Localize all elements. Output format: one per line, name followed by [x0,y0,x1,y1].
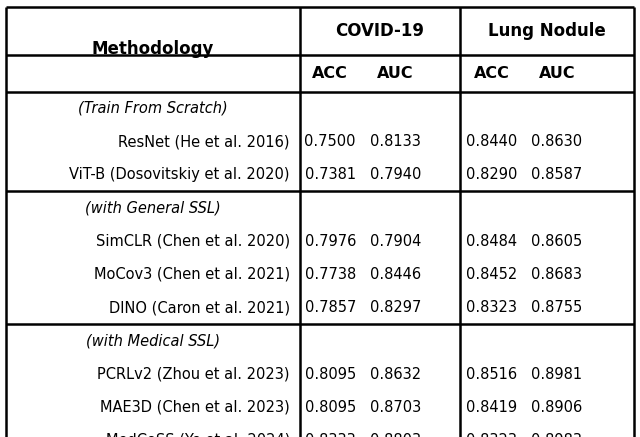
Text: 0.8605: 0.8605 [531,234,582,249]
Text: MedCoSS (Ye et al. 2024): MedCoSS (Ye et al. 2024) [106,433,290,437]
Text: 0.8983: 0.8983 [531,433,582,437]
Text: AUC: AUC [377,66,414,81]
Text: PCRLv2 (Zhou et al. 2023): PCRLv2 (Zhou et al. 2023) [97,367,290,382]
Text: 0.8323: 0.8323 [466,300,517,315]
Text: 0.8587: 0.8587 [531,167,582,182]
Text: 0.8632: 0.8632 [370,367,421,382]
Text: 0.8333: 0.8333 [305,433,356,437]
Text: 0.7976: 0.7976 [305,234,356,249]
Text: ViT-B (Dosovitskiy et al. 2020): ViT-B (Dosovitskiy et al. 2020) [69,167,290,182]
Text: 0.8755: 0.8755 [531,300,582,315]
Text: Lung Nodule: Lung Nodule [488,21,605,40]
Text: MoCov3 (Chen et al. 2021): MoCov3 (Chen et al. 2021) [94,267,290,282]
Text: 0.8095: 0.8095 [305,400,356,415]
Text: 0.8484: 0.8484 [466,234,517,249]
Text: 0.8297: 0.8297 [370,300,421,315]
Text: 0.7738: 0.7738 [305,267,356,282]
Text: 0.8323: 0.8323 [466,433,517,437]
Text: (Train From Scratch): (Train From Scratch) [78,101,228,116]
Text: 0.8803: 0.8803 [370,433,421,437]
Text: DINO (Caron et al. 2021): DINO (Caron et al. 2021) [109,300,290,315]
Text: 0.8095: 0.8095 [305,367,356,382]
Text: 0.7940: 0.7940 [370,167,421,182]
Text: 0.7904: 0.7904 [370,234,421,249]
Text: 0.7500: 0.7500 [305,134,356,149]
Text: 0.8981: 0.8981 [531,367,582,382]
Text: 0.7381: 0.7381 [305,167,356,182]
Text: 0.8419: 0.8419 [466,400,517,415]
Text: 0.8516: 0.8516 [466,367,517,382]
Text: 0.8703: 0.8703 [370,400,421,415]
Text: 0.8683: 0.8683 [531,267,582,282]
Text: ResNet (He et al. 2016): ResNet (He et al. 2016) [118,134,290,149]
Text: SimCLR (Chen et al. 2020): SimCLR (Chen et al. 2020) [96,234,290,249]
Text: 0.8290: 0.8290 [466,167,517,182]
Text: 0.8440: 0.8440 [466,134,517,149]
Text: (with Medical SSL): (with Medical SSL) [86,333,220,348]
Text: MAE3D (Chen et al. 2023): MAE3D (Chen et al. 2023) [100,400,290,415]
Text: 0.8630: 0.8630 [531,134,582,149]
Text: 0.7857: 0.7857 [305,300,356,315]
Text: 0.8906: 0.8906 [531,400,582,415]
Text: COVID-19: COVID-19 [335,21,424,40]
Text: 0.8133: 0.8133 [370,134,421,149]
Text: ACC: ACC [474,66,509,81]
Text: AUC: AUC [538,66,575,81]
Text: 0.8452: 0.8452 [466,267,517,282]
Text: 0.8446: 0.8446 [370,267,421,282]
Text: ACC: ACC [312,66,348,81]
Text: (with General SSL): (with General SSL) [85,201,221,215]
Text: Methodology: Methodology [92,40,214,58]
